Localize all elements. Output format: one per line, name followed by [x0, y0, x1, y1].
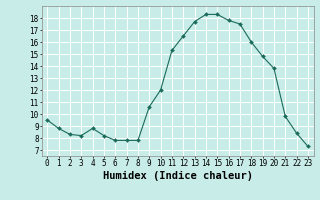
X-axis label: Humidex (Indice chaleur): Humidex (Indice chaleur)	[103, 171, 252, 181]
